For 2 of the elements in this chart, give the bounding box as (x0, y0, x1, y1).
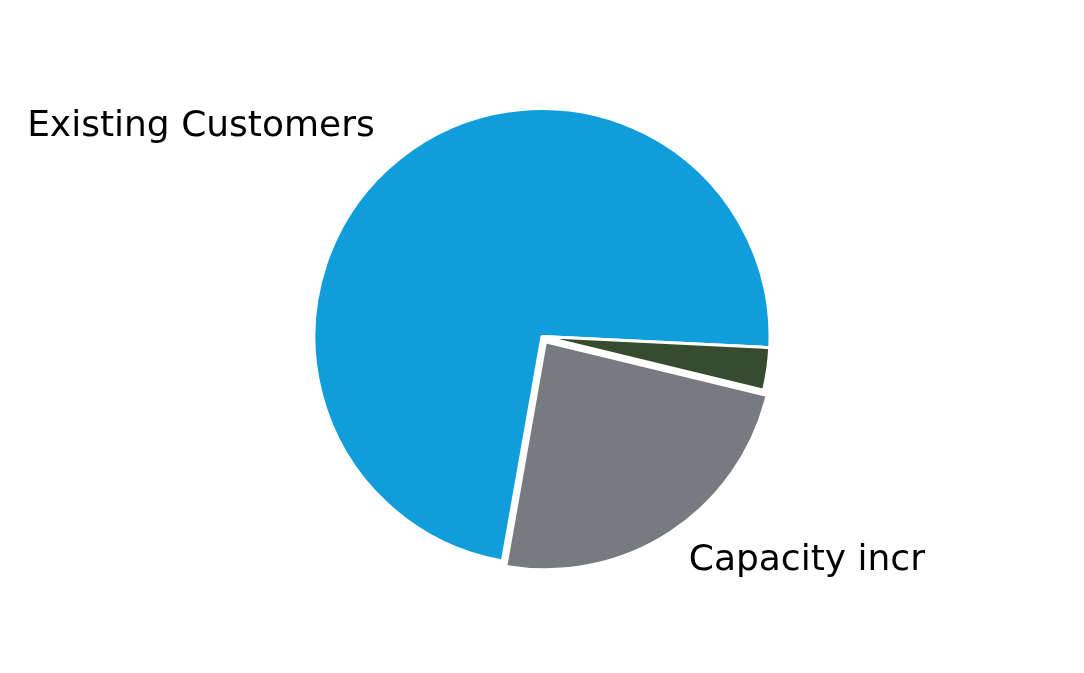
slice-label: Existing Customers (27, 103, 375, 145)
slice-label: Capacity incr (688, 537, 926, 579)
